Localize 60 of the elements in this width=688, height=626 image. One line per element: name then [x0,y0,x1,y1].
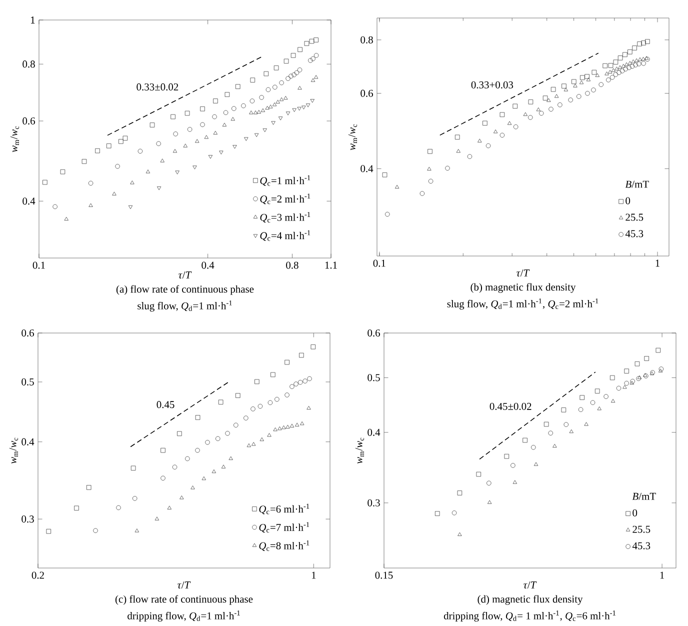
x-tick-label: 0.1 [32,262,45,269]
y-axis-title: w$_{m}$/w$_{c}$ [10,126,20,152]
y-tick-label: 0.3 [368,499,380,506]
legend-label: 0 [626,197,630,204]
text: slug flow, Q$_{d}$=1 ml·h$^{-1}$ [138,300,232,312]
legend-label: Q$_{c}$=2 ml·h$^{-1}$ [260,194,310,204]
y-tick-label: 0.4 [22,198,36,205]
legend-label: Q$_{c}$=1 ml·h$^{-1}$ [260,175,310,186]
text: dripping flow, Q$_{d}$=1 ml·h$^{-1}$ [128,610,240,622]
annotation: 0.33+0.03 [471,81,514,88]
y-tick-label: 0.8 [360,36,373,44]
legend-label: 45.3 [632,542,650,550]
legend-title: B/mT [632,492,656,500]
legend-label: 25.5 [632,526,650,533]
y-tick-label: 0.6 [22,329,34,337]
x-tick-label: 1.1 [325,262,337,269]
text: slug flow, Q$_{d}$=1 ml·h$^{-1}$, Q$_{c}$=2 ml·h$^{-1}$ [447,298,598,310]
legend-label: 0 [632,509,638,516]
x-tick-label: 0.15 [375,572,393,579]
y-tick-label: 0.6 [360,90,374,97]
y-tick-label: 1 [31,16,35,24]
x-axis-title: τ/T [524,582,537,589]
y-tick-label: 0.3 [22,516,34,523]
y-axis-title: w$_{m}$/w$_{c}$ [9,438,18,464]
x-tick-label: 0.8 [286,262,298,269]
x-tick-label: 1 [312,572,316,579]
y-tick-label: 0.6 [22,117,35,125]
y-tick-label: 0.6 [368,329,380,337]
legend-label: Q$_{c}$=6 ml·h$^{-1}$ [259,504,310,514]
y-tick-label: 0.5 [22,378,34,386]
text: (b) magnetic flux density [470,283,576,293]
text: dripping flow, Q$_{d}$= 1 ml·h$^{-1}$, Q$_{c}$=6 ml·h$^{-1}$ [444,610,616,622]
y-tick-label: 0.4 [360,165,374,172]
y-tick-label: 0.4 [22,438,34,446]
y-tick-label: 0.5 [368,374,380,382]
legend-label: Q$_{c}$=4 ml·h$^{-1}$ [260,230,310,241]
x-tick-label: 0.1 [373,260,386,267]
legend-label: Q$_{c}$=7 ml·h$^{-1}$ [259,522,310,533]
annotation: 0.45±0.02 [490,402,532,410]
legend-label: 25.5 [626,214,644,221]
annotation: 0.45 [156,401,174,408]
x-axis-title: τ/T [178,272,192,279]
y-tick-label: 0.8 [22,60,35,68]
x-tick-label: 1 [660,572,664,579]
x-tick-label: 1 [656,260,660,267]
legend-title: B/mT [625,180,649,188]
annotation: 0.33±0.02 [136,83,178,91]
x-axis-title: τ/T [178,582,191,589]
y-axis-title: w$_{m}$/w$_{c}$ [348,124,358,150]
text: (d) magnetic flux density [478,595,583,605]
x-tick-label: 0.4 [202,262,214,269]
legend-label: Q$_{c}$=3 ml·h$^{-1}$ [260,212,310,222]
x-axis-title: τ/T [516,270,530,277]
legend-label: Q$_{c}$=8 ml·h$^{-1}$ [259,540,310,551]
legend-label: 45.3 [625,230,644,238]
x-tick-label: 0.2 [32,572,44,579]
y-axis-title: w$_{m}$/w$_{c}$ [355,438,364,464]
text: (a) flow rate of continuous phase [116,285,254,295]
y-tick-label: 0.4 [368,428,380,436]
text: (c) flow rate of continuous phase [115,595,253,605]
